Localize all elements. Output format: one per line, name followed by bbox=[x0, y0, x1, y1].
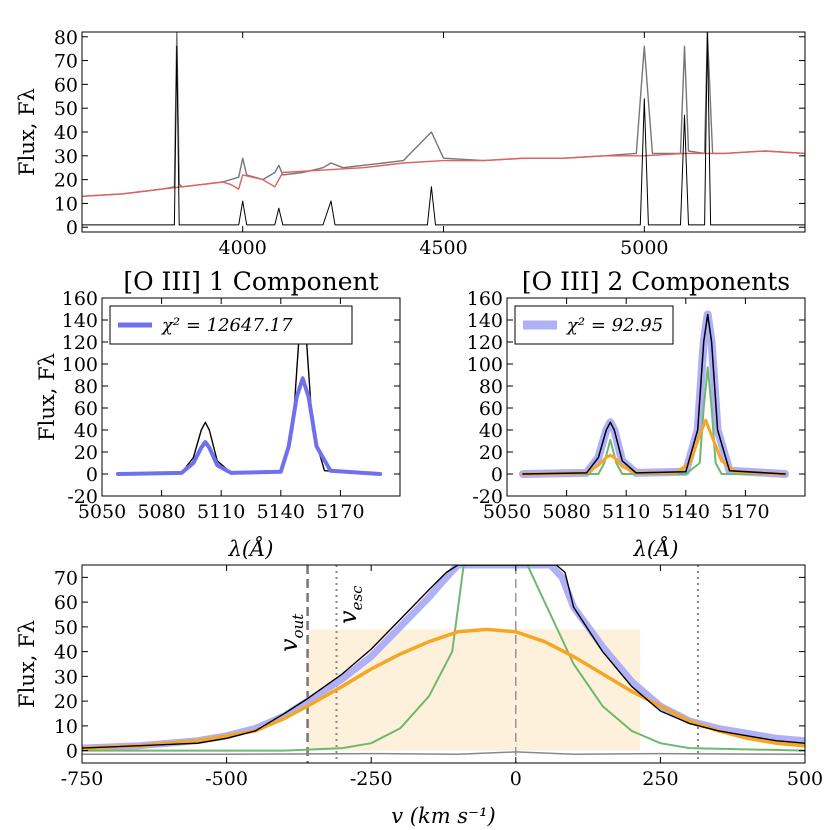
panel_d-ytick-label-60: 60 bbox=[54, 592, 78, 614]
panel_d-xtick-label--750: -750 bbox=[61, 768, 104, 790]
panel_d-series-data bbox=[82, 565, 805, 749]
panel_b-ytick-label-40: 40 bbox=[74, 420, 98, 442]
panel_c-ytick-label-140: 140 bbox=[467, 310, 503, 332]
panel_b-ytick-label-0: 0 bbox=[86, 464, 98, 486]
panel_b-ytick-label-20: 20 bbox=[74, 442, 98, 464]
panel_b-xtick-label-5170: 5170 bbox=[316, 501, 364, 523]
panel-b-one-component: [O III] 1 Component 5050 5080 5110 5140 5170… bbox=[35, 267, 401, 561]
panel-c-legend-label: χ² = 92.95 bbox=[565, 315, 663, 336]
panel_a-ytick-label-40: 40 bbox=[54, 122, 78, 144]
panel_a-ytick-label-70: 70 bbox=[54, 51, 78, 73]
panel_d-series-residual bbox=[82, 751, 805, 756]
panel_a-series-stellar-model bbox=[82, 150, 805, 198]
panel-c-title: [O III] 2 Components bbox=[522, 267, 790, 296]
panel_d-series-broad-component bbox=[82, 627, 805, 750]
panel_b-ytick-label--20: -20 bbox=[67, 486, 98, 508]
panel_b-ytick-label-60: 60 bbox=[74, 398, 98, 420]
panel_d-xtick-label-500: 500 bbox=[787, 768, 823, 790]
panel_d-ylabel: Flux, Fλ bbox=[15, 620, 39, 708]
panel_c-ytick-label-80: 80 bbox=[479, 376, 503, 398]
panel_d-ytick-label-20: 20 bbox=[54, 691, 78, 713]
panel_b-xtick-label-5110: 5110 bbox=[197, 501, 245, 523]
panel_d-xtick-label-250: 250 bbox=[642, 768, 678, 790]
v-out-annotation: vout bbox=[275, 613, 307, 652]
panel_b-xtick-label-5140: 5140 bbox=[257, 501, 305, 523]
panel_b-ytick-label-80: 80 bbox=[74, 376, 98, 398]
panel_b-ytick-label-120: 120 bbox=[62, 332, 98, 354]
panel-c-legend: χ² = 92.95 bbox=[514, 305, 674, 345]
panel_c-ytick-label-0: 0 bbox=[491, 464, 503, 486]
panel-c-two-components: [O III] 2 Components 5050 5080 5110 5140 517… bbox=[467, 267, 806, 561]
panel_a-ytick-label-60: 60 bbox=[54, 74, 78, 96]
panel_b-xlabel: λ(Å) bbox=[228, 536, 274, 561]
panel_d-xtick-label--500: -500 bbox=[205, 768, 248, 790]
v-esc-annotation: vesc bbox=[334, 585, 366, 624]
panel_a-ytick-label-50: 50 bbox=[54, 98, 78, 120]
panel_d-xlabel: v (km s⁻¹) bbox=[391, 804, 496, 828]
panel_b-ytick-label-100: 100 bbox=[62, 354, 98, 376]
panel_c-xtick-label-5140: 5140 bbox=[662, 501, 710, 523]
panel_c-ytick-label-160: 160 bbox=[467, 288, 503, 310]
panel_a-frame bbox=[81, 31, 806, 233]
panel_a-ytick-label-80: 80 bbox=[54, 27, 78, 49]
panel_a-series-observed bbox=[82, 32, 805, 198]
panel_b-series-single-component-fit bbox=[115, 376, 383, 476]
panel_c-xtick-label-5050: 5050 bbox=[483, 501, 531, 523]
panel_c-series-narrow-component bbox=[521, 366, 787, 475]
panel_a-xtick-label-4500: 4500 bbox=[419, 237, 467, 259]
panel_d-series-narrow-component bbox=[82, 565, 805, 752]
panel_a-ytick-label-30: 30 bbox=[54, 146, 78, 168]
panel_c-ytick-label-100: 100 bbox=[467, 354, 503, 376]
panel_c-frame bbox=[506, 297, 806, 497]
panel_a-ytick-label-20: 20 bbox=[54, 170, 78, 192]
panel_c-xtick-label-5170: 5170 bbox=[721, 501, 769, 523]
panel_d-ytick-label-30: 30 bbox=[54, 666, 78, 688]
panel_c-series-data bbox=[522, 313, 786, 475]
panel_a-xtick-label-5000: 5000 bbox=[620, 237, 668, 259]
panel_d-ytick-label-50: 50 bbox=[54, 617, 78, 639]
panel_a-ytick-label-10: 10 bbox=[54, 193, 78, 215]
panel_c-xlabel: λ(Å) bbox=[633, 536, 679, 561]
panel_c-xtick-label-5080: 5080 bbox=[542, 501, 590, 523]
panel_b-xtick-label-5080: 5080 bbox=[137, 501, 185, 523]
panel_b-ytick-label-160: 160 bbox=[62, 288, 98, 310]
panel_d-ytick-label-0: 0 bbox=[66, 741, 78, 763]
panel_c-ytick-label-120: 120 bbox=[467, 332, 503, 354]
panel_b-xtick-label-5050: 5050 bbox=[78, 501, 126, 523]
panel_b-ylabel: Flux, Fλ bbox=[35, 353, 59, 441]
panel_b-ytick-label-140: 140 bbox=[62, 310, 98, 332]
panel_a-ylabel: Flux, Fλ bbox=[15, 88, 39, 176]
panel_d-ytick-label-40: 40 bbox=[54, 642, 78, 664]
panel_c-xtick-label-5110: 5110 bbox=[602, 501, 650, 523]
panel_d-xtick-label-0: 0 bbox=[510, 768, 522, 790]
panel-d-shaded-region bbox=[307, 629, 641, 751]
panel-b-legend-label: χ² = 12647.17 bbox=[160, 315, 293, 336]
panel_b-frame bbox=[101, 297, 401, 497]
panel_c-ytick-label-20: 20 bbox=[479, 442, 503, 464]
panel_d-ytick-label-10: 10 bbox=[54, 716, 78, 738]
panel_c-ytick-label--20: -20 bbox=[472, 486, 503, 508]
panel_c-ytick-label-60: 60 bbox=[479, 398, 503, 420]
panel_d-ytick-label-70: 70 bbox=[54, 567, 78, 589]
panel_c-series-broad-component bbox=[521, 418, 787, 476]
panel_a-xtick-label-4000: 4000 bbox=[218, 237, 266, 259]
panel-b-title: [O III] 1 Component bbox=[123, 267, 378, 296]
panel_a-ytick-label-0: 0 bbox=[66, 217, 78, 239]
panel_a-series-residual bbox=[82, 32, 805, 226]
panel_d-xtick-label--250: -250 bbox=[350, 768, 393, 790]
panel-b-legend: χ² = 12647.17 bbox=[109, 305, 353, 345]
panel_d-frame bbox=[81, 564, 806, 764]
panel_c-ytick-label-40: 40 bbox=[479, 420, 503, 442]
